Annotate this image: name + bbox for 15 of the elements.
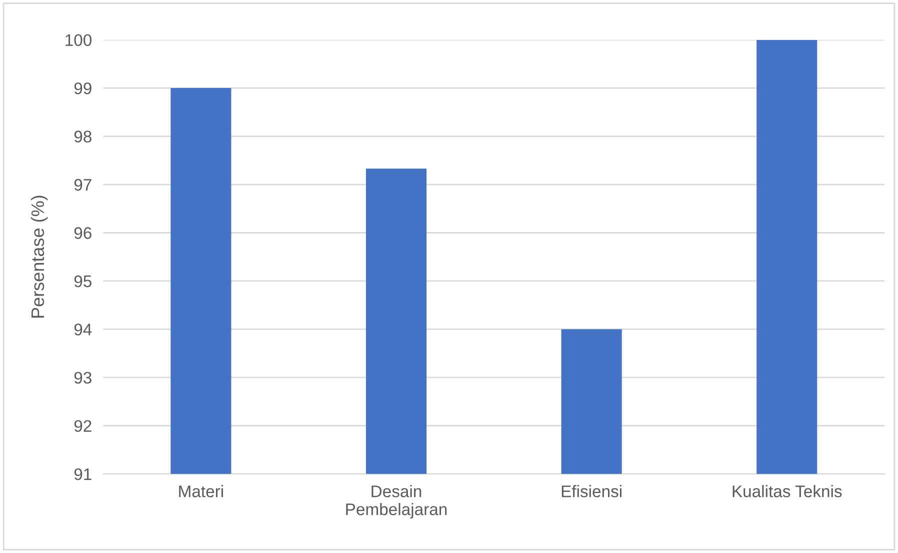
y-tick-label: 96 — [74, 227, 92, 239]
y-tick-label: 100 — [66, 34, 92, 46]
y-tick-label: 97 — [74, 178, 92, 191]
y-tick-label: 94 — [74, 324, 92, 336]
y-tick-label: 98 — [74, 130, 92, 142]
y-tick-label: 91 — [74, 468, 92, 480]
y-axis-title: Persentase (%) — [30, 196, 48, 318]
x-tick-label: Efisiensi — [562, 485, 622, 498]
y-tick-label: 93 — [74, 372, 92, 384]
x-tick-label: Kualitas Teknis — [732, 485, 842, 498]
y-tick-label: 95 — [74, 275, 92, 288]
y-tick-label: 99 — [74, 82, 92, 94]
y-tick-label: 92 — [74, 420, 92, 432]
x-tick-label: Desain Pembelajaran — [346, 485, 447, 519]
x-tick-label: Materi — [179, 485, 223, 498]
